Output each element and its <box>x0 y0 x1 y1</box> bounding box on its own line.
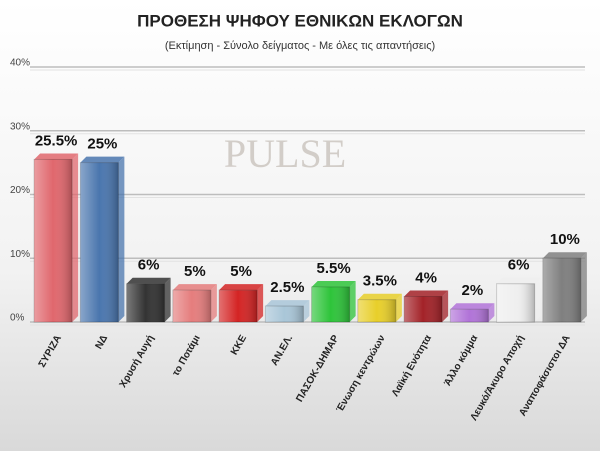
chart-subtitle: (Εκτίμηση - Σύνολο δείγματος - Με όλες τ… <box>165 40 435 52</box>
bar-shade <box>311 286 350 322</box>
y-tick-label: 30% <box>10 121 30 132</box>
value-label: 6% <box>138 257 160 274</box>
y-tick-label: 10% <box>10 249 30 260</box>
bar-shade <box>357 299 396 322</box>
bar-top <box>34 153 79 160</box>
bar-side <box>257 284 264 322</box>
y-tick-label: 40% <box>10 58 30 69</box>
bar-side <box>534 277 541 322</box>
value-label: 3.5% <box>363 273 397 290</box>
bar-side <box>395 293 402 322</box>
chart-title: ΠΡΟΘΕΣΗ ΨΗΦΟΥ ΕΘΝΙΚΩΝ ΕΚΛΟΓΩΝ <box>137 11 463 30</box>
bar-side <box>210 284 217 322</box>
bar-side <box>164 277 171 322</box>
value-label: 6% <box>508 257 530 274</box>
value-label: 5.5% <box>317 260 351 277</box>
bar-top <box>265 300 310 307</box>
bar-side <box>442 290 449 322</box>
bar-top <box>311 280 356 287</box>
bar-shade <box>404 296 443 322</box>
value-label: 5% <box>230 263 252 280</box>
bar-shade <box>496 283 535 322</box>
bar-shade <box>126 283 165 322</box>
bar-top <box>542 252 587 259</box>
bar-top <box>219 284 264 291</box>
bar-side <box>488 303 495 322</box>
bar-side <box>349 280 356 322</box>
bar-shade <box>172 290 211 322</box>
watermark: PULSE <box>224 131 346 176</box>
value-label: 5% <box>184 263 206 280</box>
value-label: 2.5% <box>270 279 304 296</box>
value-label: 4% <box>415 269 437 286</box>
bar-top <box>172 284 217 291</box>
value-label: 25.5% <box>35 132 78 149</box>
bar-shade <box>34 159 73 322</box>
bar-top <box>450 303 495 310</box>
bar-shade <box>80 162 119 322</box>
bar-top <box>357 293 402 300</box>
bar-top <box>404 290 449 297</box>
bar-shade <box>219 290 258 322</box>
value-label: 25% <box>87 136 117 153</box>
bar-side <box>580 252 587 322</box>
bar-side <box>303 300 310 322</box>
y-tick-label: 20% <box>10 185 30 196</box>
value-label: 10% <box>550 231 580 248</box>
value-label: 2% <box>462 282 484 299</box>
bar-shade <box>265 306 304 322</box>
bar-top <box>496 277 541 284</box>
bar-side <box>72 153 79 322</box>
bar-shade <box>450 309 489 322</box>
bar-top <box>80 156 125 163</box>
bar-top <box>126 277 171 284</box>
bar-side <box>118 156 125 322</box>
bar-shade <box>542 258 581 322</box>
y-tick-label: 0% <box>10 313 25 324</box>
